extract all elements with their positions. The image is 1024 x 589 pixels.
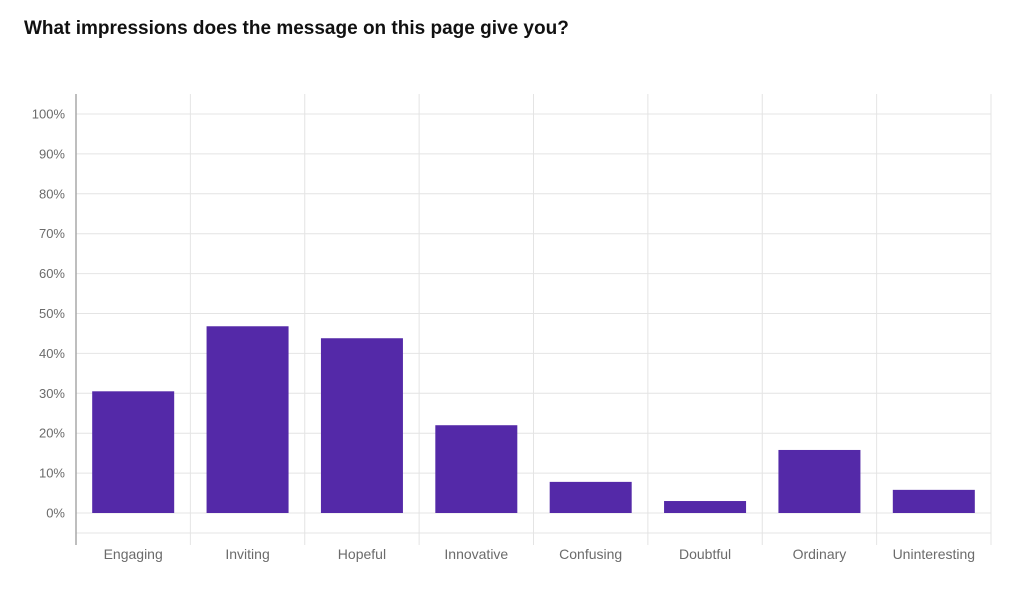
bar-confusing xyxy=(549,481,632,513)
y-tick-label: 0% xyxy=(46,506,65,521)
x-category-label: Confusing xyxy=(559,546,622,562)
bar-doubtful xyxy=(664,501,747,513)
y-tick-label: 40% xyxy=(39,346,65,361)
y-tick-label: 20% xyxy=(39,426,65,441)
bar-uninteresting xyxy=(892,489,975,513)
x-category-label: Doubtful xyxy=(679,546,731,562)
bar-engaging xyxy=(92,391,175,513)
y-tick-label: 60% xyxy=(39,266,65,281)
x-category-label: Ordinary xyxy=(793,546,847,562)
chart-title: What impressions does the message on thi… xyxy=(24,18,569,39)
axis-labels: 0% 10% 20% 30% 40% 50% 60% 70% 80% 90% 100% Engagin… xyxy=(32,107,975,563)
y-tick-label: 90% xyxy=(39,146,65,161)
bar-hopeful xyxy=(320,338,403,513)
x-category-label: Engaging xyxy=(104,546,163,562)
x-category-label: Inviting xyxy=(225,546,269,562)
bar-inviting xyxy=(206,326,289,513)
grid-lines xyxy=(76,94,992,545)
bar-innovative xyxy=(435,425,518,513)
y-tick-label: 50% xyxy=(39,306,65,321)
bar-ordinary xyxy=(778,449,861,513)
y-tick-label: 80% xyxy=(39,186,65,201)
x-category-label: Uninteresting xyxy=(893,546,976,562)
y-tick-label: 70% xyxy=(39,226,65,241)
bars xyxy=(92,326,975,513)
y-tick-label: 30% xyxy=(39,386,65,401)
y-tick-label: 100% xyxy=(32,107,66,122)
y-tick-label: 10% xyxy=(39,466,65,481)
x-category-label: Innovative xyxy=(444,546,508,562)
x-category-label: Hopeful xyxy=(338,546,386,562)
